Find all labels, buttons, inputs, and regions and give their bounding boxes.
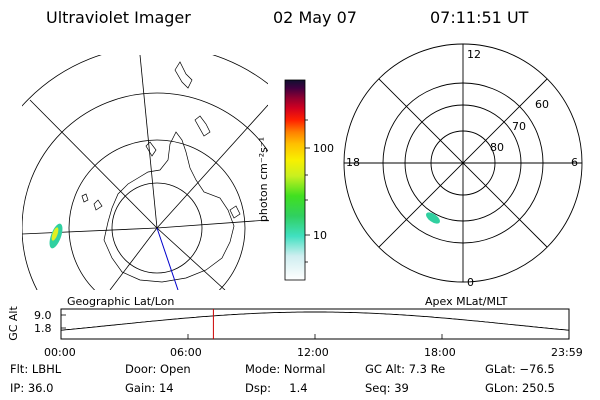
mlt-label-0: 0: [467, 276, 474, 289]
info-door: Door: Open: [125, 362, 191, 376]
lat-label-60: 60: [535, 98, 549, 111]
lat-label-70: 70: [512, 120, 526, 133]
colorbar-tick-100: 100: [313, 142, 334, 155]
info-mode: Mode: Normal: [245, 362, 326, 376]
geo-plot-label: Geographic Lat/Lon: [67, 295, 175, 308]
altitude-chart: [60, 308, 570, 340]
colorbar-unit-label: photon cm⁻²s⁻¹: [257, 136, 271, 223]
lat-label-80: 80: [490, 141, 504, 154]
alt-xtick-0000: 00:00: [44, 346, 76, 359]
instrument-title: Ultraviolet Imager: [46, 8, 191, 27]
antarctica-coastline: [103, 131, 235, 283]
magnetic-polar-plot: [343, 43, 583, 283]
alt-xtick-1800: 18:00: [424, 346, 456, 359]
info-ip: IP: 36.0: [10, 381, 54, 395]
info-seq: Seq: 39: [365, 381, 409, 395]
mag-plot-label: Apex MLat/MLT: [425, 295, 508, 308]
alt-ytick-9: 9.0: [34, 309, 52, 322]
info-dsp: Dsp: 1.4: [245, 381, 308, 395]
alt-xtick-1200: 12:00: [297, 346, 329, 359]
geographic-map: [22, 55, 268, 290]
info-glon: GLon: 250.5: [485, 381, 555, 395]
alt-xtick-2359: 23:59: [551, 346, 583, 359]
time-label: 07:11:51 UT: [430, 8, 529, 27]
alt-ylabel: GC Alt: [6, 306, 20, 341]
aurora-patch-mag: [426, 212, 440, 224]
info-gain: Gain: 14: [125, 381, 174, 395]
colorbar-tick-10: 10: [313, 229, 327, 242]
date-label: 02 May 07: [273, 8, 357, 27]
info-flt: Flt: LBHL: [10, 362, 62, 376]
colorbar: [284, 79, 306, 281]
info-gcalt: GC Alt: 7.3 Re: [365, 362, 446, 376]
mlt-label-6: 6: [571, 156, 578, 169]
mlt-label-18: 18: [346, 156, 360, 169]
info-glat: GLat: −76.5: [485, 362, 555, 376]
alt-xtick-0600: 06:00: [170, 346, 202, 359]
mlt-label-12: 12: [467, 48, 481, 61]
alt-ytick-1.8: 1.8: [34, 322, 52, 335]
